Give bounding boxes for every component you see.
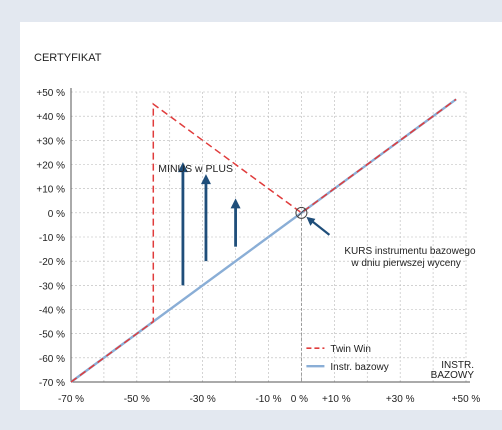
x-axis-title-line1: INSTR. — [441, 360, 474, 371]
x-tick-label: -50 % — [124, 394, 150, 405]
y-tick-label: 0 % — [48, 209, 65, 220]
kurs-arrow-head — [306, 216, 316, 226]
kurs-arrow-shaft — [309, 218, 331, 236]
series-line-twin-win — [70, 98, 457, 383]
gridlines — [70, 88, 470, 383]
twin-win-chart: CERTYFIKAT +50 %+40 %+30 %+20 %+10 %0 %-… — [34, 52, 480, 405]
arrows — [177, 162, 331, 286]
x-tick-label: -70 % — [58, 394, 84, 405]
x-tick-label: +30 % — [386, 394, 415, 405]
y-tick-label: +50 % — [36, 88, 65, 99]
chart-panel: CERTYFIKAT +50 % +40 % +30 % +20 % +10 % 0 % -… — [20, 22, 502, 410]
y-tick-label: -30 % — [39, 281, 65, 292]
arrow-head — [230, 198, 241, 209]
legend: Twin Win Instr. bazowy — [306, 344, 389, 373]
y-tick-label: -20 % — [39, 257, 65, 268]
y-tick-label: -10 % — [39, 233, 65, 244]
y-tick-label: +10 % — [36, 185, 65, 196]
annotation-minus-plus: MINUS w PLUS — [158, 163, 233, 175]
tick-labels: +50 % +40 % +30 % +20 % +10 % 0 % -10 % -20 % -3… — [36, 88, 480, 405]
x-tick-label: -10 % — [255, 394, 281, 405]
y-tick-label: +30 % — [36, 136, 65, 147]
annotation-kurs-line2: w dniu pierwszej wyceny — [350, 258, 461, 269]
legend-label: Instr. bazowy — [330, 362, 388, 373]
x-axis-title-line2: BAZOWY — [431, 370, 475, 381]
y-tick-label: +40 % — [36, 112, 65, 123]
y-tick-label: -70 % — [39, 378, 65, 389]
origin-marker-cross — [297, 208, 306, 218]
y-axis-title: CERTYFIKAT — [34, 52, 102, 64]
arrow-head — [177, 162, 188, 173]
x-tick-label: -30 % — [190, 394, 216, 405]
series-lines — [70, 98, 457, 383]
y-tick-label: -60 % — [39, 354, 65, 365]
origin-marker — [295, 206, 308, 219]
annotation-kurs-line1: KURS instrumentu bazowego — [344, 246, 476, 257]
x-tick-label: +10 % — [322, 394, 351, 405]
x-tick-label: 0 % — [291, 394, 308, 405]
y-tick-label: -50 % — [39, 330, 65, 341]
arrow-head — [200, 174, 211, 185]
legend-label: Twin Win — [330, 344, 371, 355]
x-tick-label: +50 % — [452, 394, 481, 405]
y-tick-label: -40 % — [39, 306, 65, 317]
y-tick-label: +20 % — [36, 161, 65, 172]
